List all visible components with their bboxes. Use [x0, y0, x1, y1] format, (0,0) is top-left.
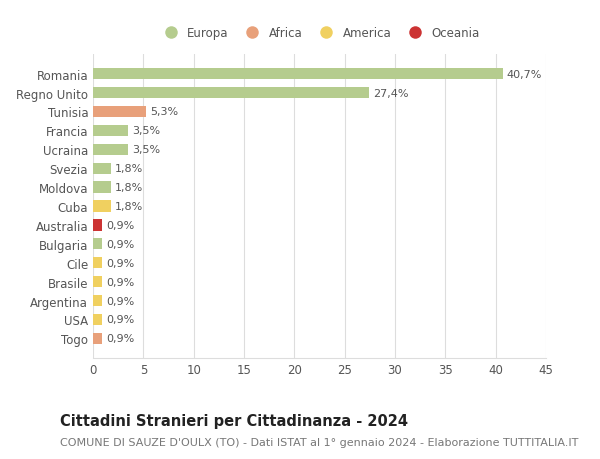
Text: 3,5%: 3,5%	[132, 126, 160, 136]
Bar	[93, 220, 102, 231]
Bar	[93, 106, 146, 118]
Bar	[93, 333, 102, 344]
Text: 0,9%: 0,9%	[106, 277, 134, 287]
Bar	[93, 257, 102, 269]
Text: 0,9%: 0,9%	[106, 258, 134, 268]
Bar	[93, 201, 111, 212]
Bar	[93, 295, 102, 307]
Text: COMUNE DI SAUZE D'OULX (TO) - Dati ISTAT al 1° gennaio 2024 - Elaborazione TUTTI: COMUNE DI SAUZE D'OULX (TO) - Dati ISTAT…	[60, 437, 578, 447]
Bar	[93, 182, 111, 193]
Text: 0,9%: 0,9%	[106, 334, 134, 344]
Text: 0,9%: 0,9%	[106, 315, 134, 325]
Bar	[93, 239, 102, 250]
Bar	[93, 163, 111, 174]
Text: 27,4%: 27,4%	[373, 89, 409, 98]
Text: 1,8%: 1,8%	[115, 202, 143, 212]
Text: 0,9%: 0,9%	[106, 239, 134, 249]
Bar	[93, 69, 503, 80]
Bar	[93, 276, 102, 288]
Bar	[93, 144, 128, 156]
Text: 40,7%: 40,7%	[507, 69, 542, 79]
Bar	[93, 88, 369, 99]
Text: Cittadini Stranieri per Cittadinanza - 2024: Cittadini Stranieri per Cittadinanza - 2…	[60, 413, 408, 428]
Legend: Europa, Africa, America, Oceania: Europa, Africa, America, Oceania	[157, 25, 482, 42]
Text: 0,9%: 0,9%	[106, 296, 134, 306]
Text: 1,8%: 1,8%	[115, 164, 143, 174]
Text: 0,9%: 0,9%	[106, 220, 134, 230]
Text: 3,5%: 3,5%	[132, 145, 160, 155]
Bar	[93, 314, 102, 325]
Text: 5,3%: 5,3%	[151, 107, 179, 117]
Text: 1,8%: 1,8%	[115, 183, 143, 193]
Bar	[93, 125, 128, 137]
